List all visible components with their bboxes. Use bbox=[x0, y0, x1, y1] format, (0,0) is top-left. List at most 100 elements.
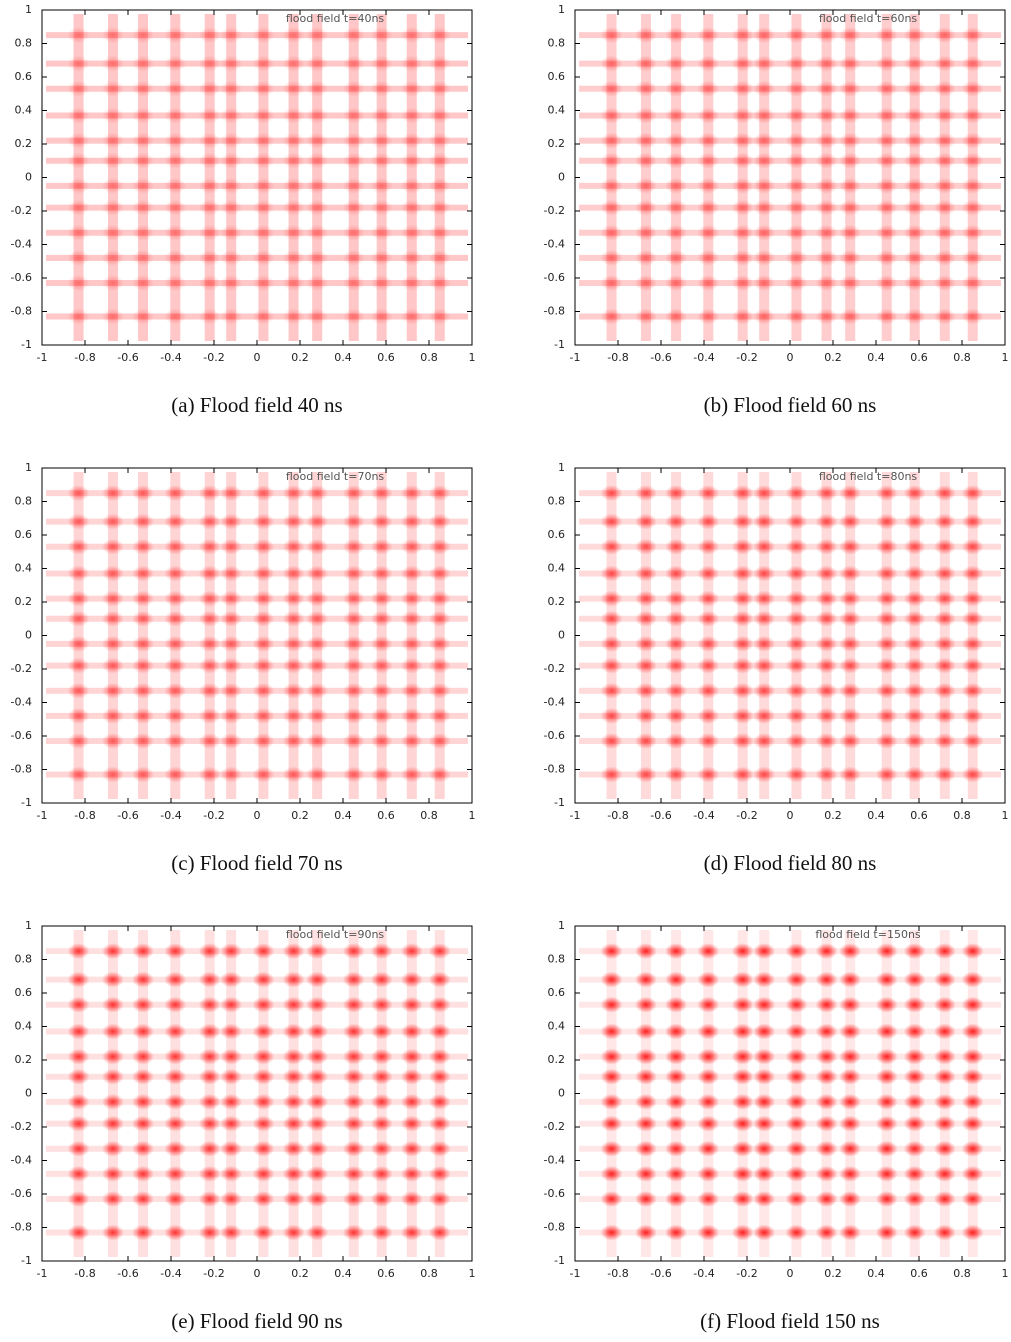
crystal-cluster bbox=[816, 27, 838, 43]
crystal-cluster bbox=[785, 1141, 807, 1157]
x-tick-label: -0.2 bbox=[203, 809, 224, 822]
crystal-cluster bbox=[753, 636, 775, 652]
crystal-cluster bbox=[306, 485, 328, 501]
y-tick-label: 0.8 bbox=[15, 37, 33, 50]
crystal-cluster bbox=[220, 636, 242, 652]
crystal-cluster bbox=[164, 658, 186, 674]
crystal-cluster bbox=[876, 943, 898, 959]
crystal-cluster bbox=[371, 539, 393, 555]
crystal-cluster bbox=[635, 275, 657, 291]
crystal-cluster bbox=[934, 997, 956, 1013]
y-tick-label: -0.6 bbox=[11, 271, 32, 284]
crystal-cluster bbox=[697, 1166, 719, 1182]
crystal-cluster bbox=[429, 485, 451, 501]
crystal-cluster bbox=[665, 108, 687, 124]
crystal-cluster bbox=[68, 997, 90, 1013]
crystal-cluster bbox=[343, 1069, 365, 1085]
crystal-cluster bbox=[252, 1225, 274, 1241]
crystal-cluster bbox=[876, 591, 898, 607]
crystal-cluster bbox=[252, 658, 274, 674]
crystal-cluster bbox=[839, 1191, 861, 1207]
crystal-cluster bbox=[839, 56, 861, 72]
crystal-cluster bbox=[839, 1141, 861, 1157]
crystal-cluster bbox=[199, 108, 221, 124]
crystal-cluster bbox=[635, 178, 657, 194]
y-tick-label: 0.2 bbox=[15, 595, 33, 608]
crystal-cluster bbox=[839, 658, 861, 674]
crystal-cluster bbox=[429, 1191, 451, 1207]
crystal-cluster bbox=[816, 108, 838, 124]
crystal-cluster bbox=[732, 683, 754, 699]
crystal-cluster bbox=[904, 275, 926, 291]
crystal-cluster bbox=[343, 1024, 365, 1040]
y-tick-label: -1 bbox=[21, 796, 32, 809]
crystal-cluster bbox=[601, 636, 623, 652]
crystal-cluster bbox=[132, 250, 154, 266]
crystal-cluster bbox=[785, 81, 807, 97]
x-tick-label: -1 bbox=[37, 809, 48, 822]
crystal-cluster bbox=[199, 1094, 221, 1110]
crystal-cluster bbox=[306, 767, 328, 783]
crystal-cluster bbox=[785, 200, 807, 216]
crystal-cluster bbox=[371, 225, 393, 241]
x-tick-label: 0.8 bbox=[420, 809, 438, 822]
crystal-cluster bbox=[199, 1116, 221, 1132]
crystal-cluster bbox=[371, 514, 393, 530]
x-tick-label: -0.4 bbox=[160, 1267, 181, 1280]
crystal-cluster bbox=[306, 108, 328, 124]
crystal-cluster bbox=[732, 1166, 754, 1182]
crystal-cluster bbox=[697, 1069, 719, 1085]
crystal-cluster bbox=[401, 133, 423, 149]
crystal-cluster bbox=[164, 1069, 186, 1085]
crystal-cluster bbox=[164, 1094, 186, 1110]
crystal-cluster bbox=[132, 225, 154, 241]
crystal-cluster bbox=[601, 133, 623, 149]
crystal-cluster bbox=[220, 514, 242, 530]
crystal-cluster bbox=[934, 178, 956, 194]
y-tick-label: 0.6 bbox=[15, 528, 33, 541]
crystal-cluster bbox=[164, 636, 186, 652]
crystal-cluster bbox=[68, 767, 90, 783]
crystal-cluster bbox=[635, 1049, 657, 1065]
crystal-cluster bbox=[876, 611, 898, 627]
crystal-cluster bbox=[371, 683, 393, 699]
x-tick-label: -1 bbox=[37, 1267, 48, 1280]
crystal-cluster bbox=[753, 611, 775, 627]
crystal-cluster bbox=[839, 591, 861, 607]
y-tick-label: -0.8 bbox=[544, 305, 565, 318]
crystal-cluster bbox=[220, 539, 242, 555]
y-tick-label: 0.4 bbox=[548, 104, 566, 117]
y-tick-label: -0.4 bbox=[11, 1154, 32, 1167]
y-tick-label: -0.2 bbox=[11, 204, 32, 217]
crystal-cluster bbox=[306, 1141, 328, 1157]
crystal-cluster bbox=[697, 27, 719, 43]
crystal-cluster bbox=[132, 81, 154, 97]
crystal-cluster bbox=[962, 200, 984, 216]
crystal-cluster bbox=[102, 733, 124, 749]
crystal-cluster bbox=[220, 153, 242, 169]
crystal-cluster bbox=[601, 200, 623, 216]
crystal-cluster bbox=[839, 275, 861, 291]
crystal-cluster bbox=[252, 708, 274, 724]
crystal-cluster bbox=[401, 27, 423, 43]
crystal-cluster bbox=[283, 566, 305, 582]
crystal-cluster bbox=[343, 514, 365, 530]
crystal-cluster bbox=[839, 733, 861, 749]
crystal-cluster bbox=[785, 133, 807, 149]
x-tick-label: -0.8 bbox=[607, 809, 628, 822]
crystal-cluster bbox=[816, 1141, 838, 1157]
crystal-cluster bbox=[839, 539, 861, 555]
crystal-cluster bbox=[252, 733, 274, 749]
crystal-cluster bbox=[343, 56, 365, 72]
crystal-cluster bbox=[876, 225, 898, 241]
crystal-cluster bbox=[371, 636, 393, 652]
crystal-cluster bbox=[665, 81, 687, 97]
crystal-cluster bbox=[635, 108, 657, 124]
crystal-cluster bbox=[252, 997, 274, 1013]
crystal-cluster bbox=[132, 514, 154, 530]
crystal-cluster bbox=[839, 133, 861, 149]
crystal-cluster bbox=[401, 1049, 423, 1065]
crystal-cluster bbox=[732, 309, 754, 325]
y-tick-label: 0 bbox=[558, 1087, 565, 1100]
crystal-cluster bbox=[934, 566, 956, 582]
